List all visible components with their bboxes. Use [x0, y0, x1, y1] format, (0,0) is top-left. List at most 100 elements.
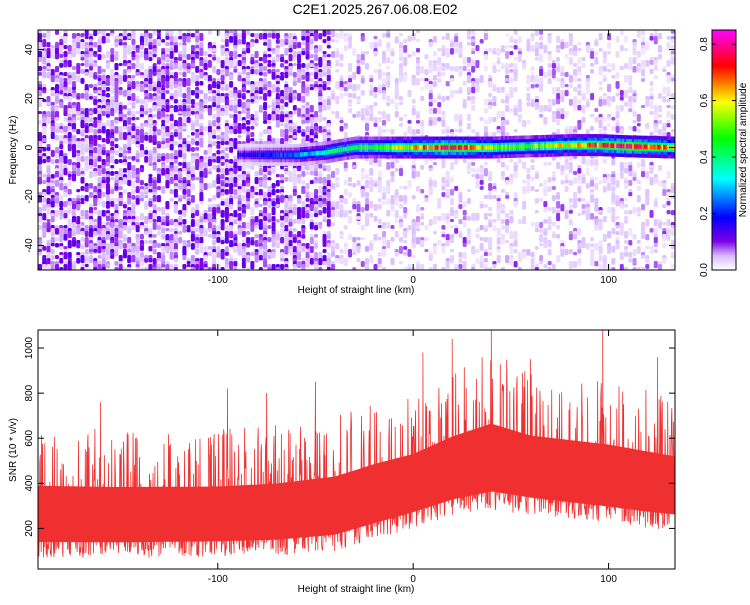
noise-cell [636, 180, 641, 184]
noise-cell [624, 75, 629, 83]
noise-cell [275, 114, 280, 122]
noise-cell [403, 201, 408, 205]
noise-cell [314, 48, 319, 54]
noise-cell [110, 111, 115, 117]
noise-cell [636, 114, 641, 122]
noise-cell [280, 180, 285, 184]
noise-cell [356, 237, 361, 241]
noise-cell [173, 231, 178, 235]
noise-cell [390, 204, 395, 212]
noise-cell [38, 135, 43, 142]
noise-cell [305, 192, 310, 199]
noise-cell [611, 216, 616, 223]
noise-cell [352, 183, 357, 188]
noise-cell [390, 99, 395, 105]
noise-cell [280, 186, 285, 190]
noise-cell [441, 231, 446, 235]
noise-cell [246, 237, 251, 244]
noise-cell [42, 39, 47, 48]
noise-cell [233, 219, 238, 225]
noise-cell [577, 66, 582, 73]
noise-cell [394, 111, 399, 118]
noise-cell [173, 57, 178, 61]
noise-cell [280, 252, 285, 260]
noise-cell [585, 87, 590, 94]
noise-cell [364, 183, 370, 189]
noise-cell [377, 198, 382, 203]
noise-cell [437, 57, 442, 66]
noise-cell [585, 213, 590, 221]
noise-cell [411, 99, 416, 104]
noise-cell [556, 57, 561, 62]
noise-cell [139, 198, 144, 202]
noise-cell [509, 36, 514, 43]
noise-cell [127, 117, 132, 125]
noise-cell [169, 114, 174, 122]
noise-cell [386, 222, 391, 229]
noise-cell [381, 231, 387, 238]
noise-cell [568, 84, 573, 88]
noise-cell [500, 267, 505, 270]
noise-cell [152, 219, 157, 223]
noise-cell [547, 36, 552, 44]
noise-cell [564, 180, 569, 184]
noise-cell [284, 42, 289, 46]
noise-cell [632, 249, 637, 256]
noise-cell [551, 69, 556, 76]
noise-cell [420, 78, 425, 82]
noise-cell [517, 105, 522, 113]
noise-cell [339, 87, 344, 92]
noise-cell [581, 240, 586, 249]
noise-cell [127, 156, 132, 160]
noise-cell [67, 180, 72, 187]
noise-cell [466, 228, 471, 236]
noise-cell [666, 201, 671, 206]
noise-cell [144, 216, 149, 225]
noise-cell [445, 63, 450, 70]
noise-cell [88, 249, 93, 253]
noise-cell [624, 102, 629, 107]
noise-cell [551, 75, 556, 79]
noise-cell [97, 168, 102, 176]
noise-cell [632, 207, 637, 214]
noise-cell [314, 180, 319, 184]
noise-cell [326, 267, 331, 270]
noise-cell [386, 57, 391, 64]
noise-cell [76, 189, 81, 193]
noise-cell [466, 96, 471, 101]
noise-cell [509, 108, 514, 113]
noise-cell [322, 219, 327, 223]
noise-cell [432, 216, 437, 220]
noise-cell [428, 180, 433, 187]
noise-cell [653, 249, 658, 253]
noise-cell [173, 150, 178, 158]
noise-cell [224, 135, 229, 142]
noise-cell [462, 201, 467, 208]
noise-cell [110, 141, 115, 147]
noise-cell [539, 54, 544, 62]
noise-cell [237, 72, 242, 76]
noise-cell [568, 222, 573, 226]
noise-cell [373, 93, 378, 99]
noise-cell [263, 42, 268, 46]
noise-cell [454, 129, 459, 133]
noise-cell [331, 183, 336, 190]
noise-cell [118, 180, 123, 185]
noise-cell [441, 72, 446, 77]
noise-cell [267, 87, 272, 91]
noise-cell [80, 42, 85, 50]
noise-cell [127, 102, 132, 106]
noise-cell [63, 246, 68, 250]
noise-cell [169, 30, 174, 34]
noise-cell [381, 129, 387, 134]
noise-cell [195, 108, 200, 112]
noise-cell [250, 237, 255, 241]
noise-cell [258, 132, 263, 138]
noise-cell [207, 183, 212, 189]
noise-cell [411, 78, 416, 86]
noise-cell [233, 261, 238, 267]
noise-cell [530, 222, 535, 227]
noise-cell [84, 138, 89, 145]
noise-cell [297, 42, 302, 49]
noise-cell [322, 183, 327, 187]
